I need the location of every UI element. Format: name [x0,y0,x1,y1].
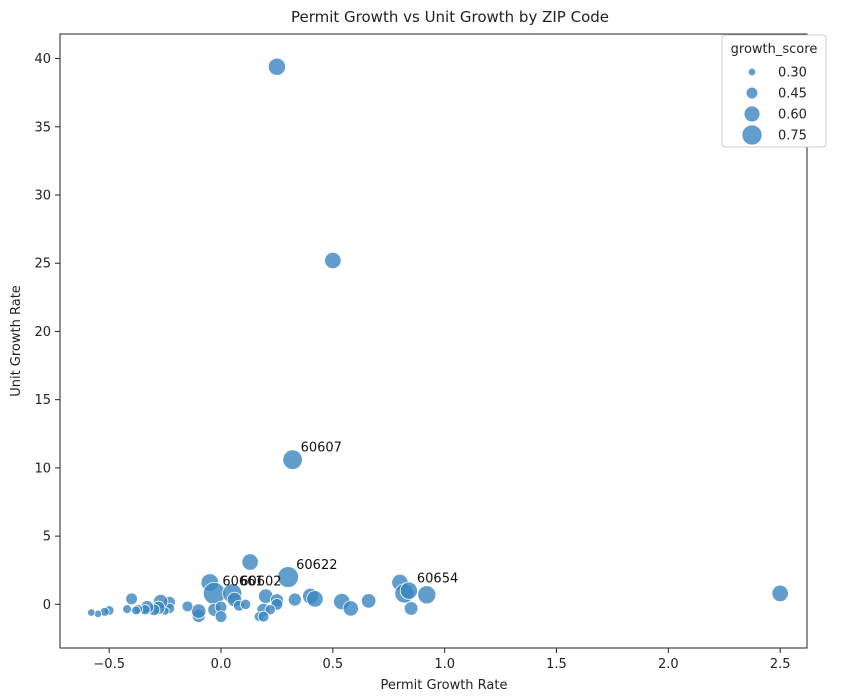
x-tick-label: 2.0 [658,657,679,672]
x-axis-title: Permit Growth Rate [381,678,508,693]
data-point-1 [324,251,342,270]
data-point-10 [240,598,252,610]
y-tick-label: 30 [34,189,51,204]
x-tick-label: 0.0 [211,657,232,672]
y-tick-label: 35 [34,120,51,135]
data-point-4 [277,566,300,588]
data-point-46 [125,592,138,606]
y-tick-label: 25 [34,257,51,272]
data-point-17 [257,610,270,623]
legend-marker [747,67,757,77]
data-point-0 [267,57,287,76]
y-tick-label: 15 [34,393,51,408]
data-point-23 [360,593,377,609]
x-tick-label: 0.5 [323,657,344,672]
chart-title: Permit Growth vs Unit Growth by ZIP Code [291,8,609,26]
plot-area [59,33,808,649]
y-axis: 0 5 10 15 20 25 30 35 40 [34,52,60,613]
y-tick-label: 0 [43,598,51,613]
legend-label: 0.60 [778,108,807,123]
annotation-label: 60661 [222,574,263,589]
y-tick-label: 20 [34,325,51,340]
data-point-26 [399,581,418,600]
legend-marker [741,124,763,146]
data-point-18 [287,592,302,607]
y-tick-label: 5 [43,530,51,545]
data-point-15 [264,604,276,616]
data-point-32 [214,610,228,623]
data-point-2 [282,449,303,470]
legend-marker [745,86,759,100]
y-tick-label: 10 [34,461,51,476]
data-point-35 [181,600,194,613]
annotation-label: 60602 [240,574,281,589]
data-point-50 [93,609,103,619]
data-point-22 [342,600,359,617]
legend-label: 0.75 [778,129,807,144]
data-point-47 [122,604,132,614]
legend-label: 0.30 [778,66,807,81]
data-point-29 [771,584,789,603]
annotation-label: 60622 [296,558,337,573]
points-layer [87,57,789,623]
legend: growth_score 0.30 0.45 0.60 0.75 [721,34,827,148]
legend-entries: 0.30 0.45 0.60 0.75 [741,66,807,146]
data-point-34 [190,603,207,619]
y-axis-title: Unit Growth Rate [9,285,24,397]
x-tick-label: −0.5 [93,657,125,672]
data-point-3 [241,553,259,571]
y-tick-label: 40 [34,52,51,67]
x-axis: −0.5 0.0 0.5 1.0 1.5 2.0 2.5 [93,648,791,672]
data-point-20 [306,590,324,608]
x-tick-label: 1.5 [546,657,567,672]
legend-label: 0.45 [778,87,807,102]
annotation-label: 60607 [301,441,342,456]
data-point-51 [87,608,96,617]
x-tick-label: 2.5 [770,657,791,672]
annotation-label: 60654 [417,572,458,587]
data-point-27 [403,601,419,616]
legend-title: growth_score [731,42,818,57]
legend-marker [743,105,761,123]
data-point-45 [131,605,141,616]
data-point-28 [417,585,437,605]
x-tick-label: 1.0 [434,657,455,672]
